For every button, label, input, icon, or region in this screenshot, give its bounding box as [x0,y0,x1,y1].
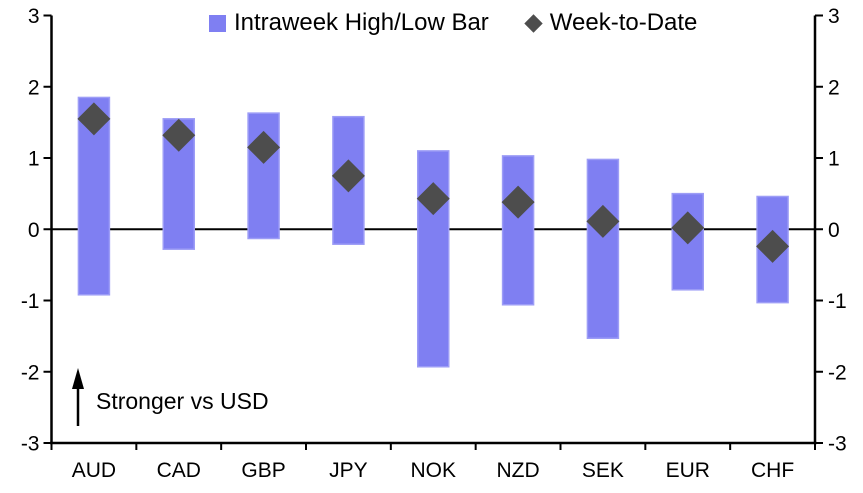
x-axis-label-CHF: CHF [751,459,794,482]
y-tick-label-right--2: -2 [828,361,847,384]
y-tick-label-right-0: 0 [828,219,840,242]
stronger-vs-usd-annotation: Stronger vs USD [96,388,269,414]
x-axis-label-NZD: NZD [496,459,539,482]
wtd-diamond-SEK [586,204,620,238]
legend: Intraweek High/Low Bar Week-to-Date [209,9,697,37]
wtd-diamond-CAD [162,118,196,152]
x-axis-label-EUR: EUR [666,459,710,482]
y-tick-label-left-3: 3 [28,5,40,28]
y-tick-label-right-2: 2 [828,76,840,99]
y-tick-label-left--1: -1 [21,290,40,313]
x-axis-label-GBP: GBP [241,459,285,482]
y-tick-label-left--2: -2 [21,361,40,384]
y-tick-label-left-1: 1 [28,148,40,171]
up-arrow-icon [72,368,84,426]
wtd-diamond-EUR [671,211,705,245]
x-axis-label-AUD: AUD [72,459,116,482]
y-tick-label-left-2: 2 [28,76,40,99]
highlow-bar-GBP [247,112,280,240]
bar-legend-swatch-icon [209,14,226,32]
diamond-legend-swatch-icon [524,13,543,33]
legend-bar-label: Intraweek High/Low Bar [234,9,489,36]
y-tick-label-left--3: -3 [21,433,40,456]
wtd-diamond-AUD [77,102,111,136]
x-axis-label-CAD: CAD [157,459,201,482]
y-tick-label-right-3: 3 [828,5,840,28]
highlow-bar-NZD [501,155,535,306]
y-tick-label-right--3: -3 [828,433,847,456]
legend-diamond-label: Week-to-Date [549,9,698,36]
wtd-diamond-NZD [501,185,535,219]
y-tick-label-right-1: 1 [828,148,840,171]
x-axis-label-JPY: JPY [329,459,368,482]
wtd-diamond-CHF [756,229,790,263]
y-tick-label-left-0: 0 [28,219,40,242]
wtd-diamond-GBP [247,130,281,164]
y-tick-label-right--1: -1 [828,290,847,313]
x-axis-label-SEK: SEK [582,459,624,482]
wtd-diamond-NOK [416,182,450,216]
x-axis-label-NOK: NOK [410,459,456,482]
highlow-bar-SEK [586,158,620,340]
wtd-diamond-JPY [331,159,365,193]
